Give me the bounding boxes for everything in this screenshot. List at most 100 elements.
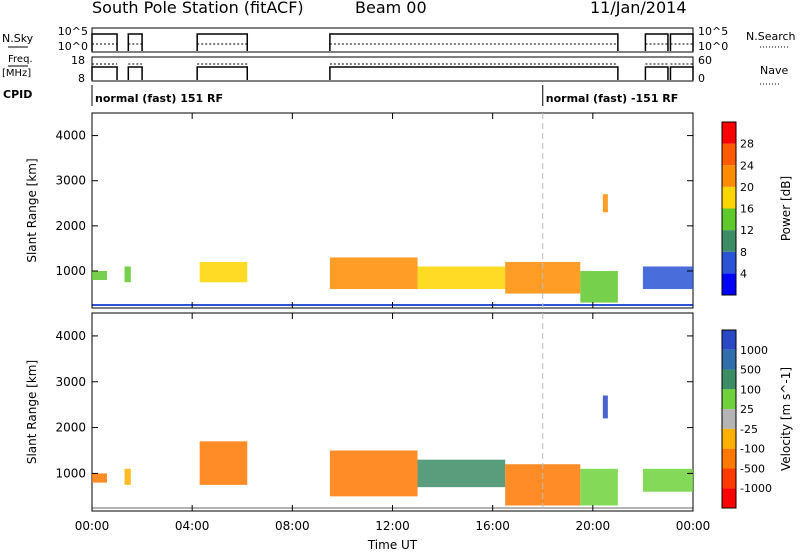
nsearch-tick-label: 10^0	[698, 40, 728, 53]
velocity-colorbar-frame	[721, 329, 737, 509]
freq-unit: [MHz]	[2, 68, 31, 79]
freq-trace	[669, 66, 694, 80]
power-data-region	[329, 257, 418, 290]
velocity-colorbar-label: Velocity [m s^-1]	[779, 367, 793, 471]
freq-trace	[329, 66, 619, 80]
freq-label: Freq.	[8, 54, 33, 65]
power-data-region	[417, 266, 506, 290]
freq-tick-label: 18	[71, 54, 85, 67]
freq-tick-label: 8	[78, 72, 85, 85]
nsearch-tick-label: 10^5	[698, 25, 728, 38]
velocity-y-tick-label: 2000	[55, 421, 86, 435]
power-data-region	[92, 270, 108, 281]
freq-trace	[127, 66, 143, 80]
power-colorbar-tick-label: 12	[740, 224, 754, 237]
power-y-tick-label: 2000	[55, 219, 86, 233]
power-colorbar-swatch	[722, 122, 736, 144]
velocity-data-region	[92, 473, 108, 483]
velocity-colorbar-tick-label: 1000	[740, 344, 768, 357]
velocity-y-tick-label: 1000	[55, 466, 86, 480]
nsky-trace	[91, 33, 118, 51]
nave-tick-label: 60	[698, 54, 712, 67]
x-tick-label: 00:00	[676, 519, 711, 533]
velocity-colorbar-swatch	[722, 369, 736, 390]
power-colorbar-tick-label: 16	[740, 203, 754, 216]
cpid-label: CPID	[3, 88, 32, 101]
velocity-colorbar-tick-label: -500	[740, 462, 765, 475]
freq-panel-frame	[91, 56, 694, 82]
velocity-colorbar-tick-label: -25	[740, 423, 758, 436]
power-colorbar-swatch	[722, 186, 736, 209]
velocity-y-tick-label: 4000	[55, 329, 86, 343]
power-data-region	[124, 266, 131, 283]
velocity-colorbar-tick-label: 500	[740, 364, 761, 377]
nsky-tick-label: 10^5	[58, 25, 88, 38]
x-tick-label: 00:00	[75, 519, 110, 533]
velocity-data-region	[417, 459, 506, 488]
cpid-segment-label: normal (fast) 151 RF	[95, 92, 223, 105]
power-data-region	[580, 270, 618, 303]
date-label: 11/Jan/2014	[590, 0, 687, 17]
x-axis-label: Time UT	[367, 538, 418, 552]
nsky-trace	[329, 33, 619, 51]
velocity-colorbar-swatch	[722, 448, 736, 469]
power-data-region	[602, 194, 608, 213]
nsearch-label: N.Search	[746, 30, 796, 43]
power-y-axis-label: Slant Range [km]	[25, 158, 39, 262]
velocity-colorbar-swatch	[722, 409, 736, 429]
velocity-data-region	[199, 441, 248, 485]
velocity-y-axis-label: Slant Range [km]	[25, 360, 39, 464]
velocity-data-region	[124, 468, 131, 485]
velocity-data-region	[642, 468, 693, 492]
power-data-region	[199, 261, 248, 283]
nsky-label: N.Sky	[2, 32, 34, 45]
beam-label: Beam 00	[355, 0, 427, 17]
x-tick-label: 20:00	[576, 519, 611, 533]
power-colorbar-tick-label: 8	[740, 246, 747, 259]
freq-trace	[91, 66, 118, 80]
power-colorbar-tick-label: 24	[740, 159, 754, 172]
velocity-colorbar-tick-label: -100	[740, 443, 765, 456]
x-tick-label: 08:00	[275, 519, 310, 533]
power-colorbar-tick-label: 4	[740, 267, 747, 280]
power-y-tick-label: 1000	[55, 264, 86, 278]
nsky-tick-label: 10^0	[58, 40, 88, 53]
power-colorbar-tick-label: 20	[740, 181, 754, 194]
velocity-colorbar-tick-label: 100	[740, 383, 761, 396]
velocity-data-region	[602, 395, 608, 419]
velocity-y-tick-label: 3000	[55, 375, 86, 389]
x-tick-label: 12:00	[375, 519, 410, 533]
velocity-colorbar-swatch	[722, 389, 736, 410]
nsky-trace	[127, 33, 143, 51]
power-y-tick-label: 4000	[55, 129, 86, 143]
nsky-trace	[669, 33, 694, 51]
power-colorbar-frame	[721, 121, 737, 296]
nave-tick-label: 0	[698, 72, 705, 85]
freq-trace	[644, 66, 669, 80]
power-colorbar-swatch	[722, 251, 736, 274]
velocity-colorbar-swatch	[722, 330, 736, 350]
x-tick-label: 04:00	[175, 519, 210, 533]
chart-title: South Pole Station (fitACF)	[92, 0, 304, 17]
power-colorbar-swatch	[722, 143, 736, 166]
velocity-colorbar-swatch	[722, 488, 736, 508]
power-colorbar-swatch	[722, 208, 736, 231]
nsky-trace	[196, 33, 249, 51]
velocity-colorbar-tick-label: 25	[740, 403, 754, 416]
power-colorbar-tick-label: 28	[740, 138, 754, 151]
velocity-colorbar-swatch	[722, 428, 736, 449]
power-colorbar-swatch	[722, 230, 736, 252]
nave-label: Nave	[760, 64, 788, 77]
velocity-data-region	[580, 468, 618, 506]
nsky-trace	[644, 33, 669, 51]
velocity-colorbar-swatch	[722, 468, 736, 489]
power-colorbar-label: Power [dB]	[779, 176, 793, 241]
power-data-region	[642, 266, 693, 290]
power-colorbar-swatch	[722, 165, 736, 187]
freq-trace	[196, 66, 249, 80]
velocity-colorbar-swatch	[722, 349, 736, 370]
velocity-colorbar-tick-label: -1000	[740, 482, 772, 495]
power-colorbar-swatch	[722, 273, 736, 295]
velocity-data-region	[329, 450, 418, 497]
